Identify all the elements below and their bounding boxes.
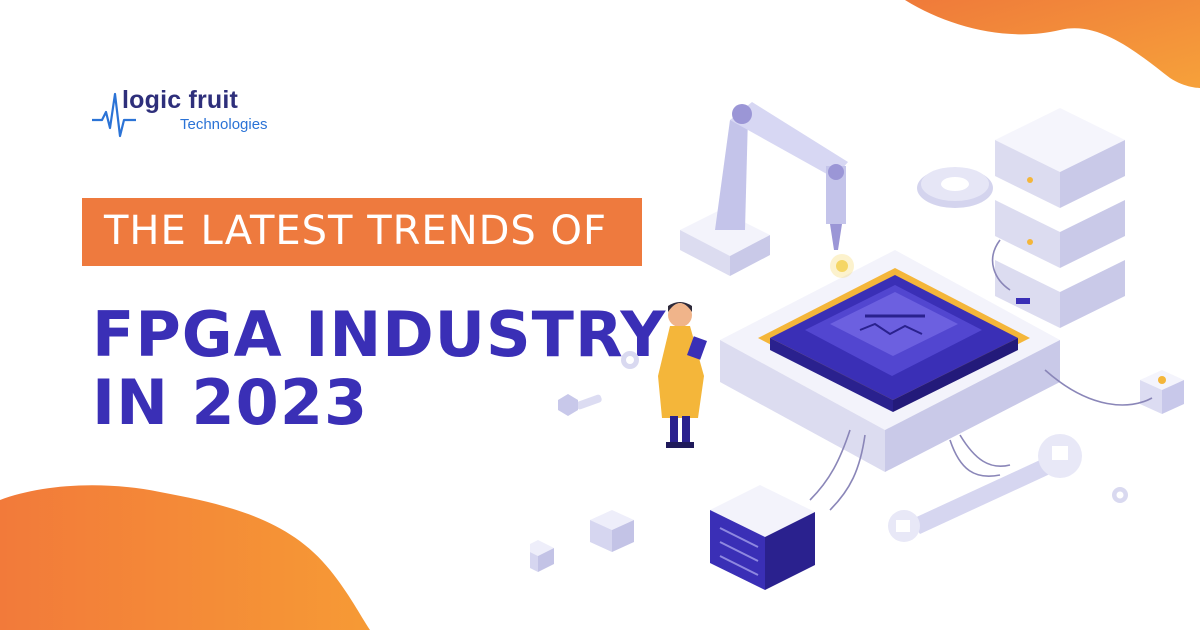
title-banner: THE LATEST TRENDS OF <box>82 198 642 266</box>
wrench-icon <box>888 434 1082 542</box>
logo-subtitle: Technologies <box>180 116 268 133</box>
top-right-blob <box>905 0 1200 88</box>
headline-line-2: IN 2023 <box>92 366 369 439</box>
small-cube-right-icon <box>1140 370 1184 414</box>
robotic-arm <box>680 102 848 276</box>
cables <box>809 239 1153 511</box>
logo-name: logic fruit <box>122 86 239 114</box>
storage-box <box>710 485 815 590</box>
engineer-figure <box>658 302 707 448</box>
heartbeat-wave-icon <box>92 92 136 138</box>
cube-icon <box>530 540 554 572</box>
fpga-isometric-illustration <box>530 102 1184 590</box>
bolt-icon <box>558 394 602 416</box>
company-logo: logic fruit Technologies <box>92 86 322 146</box>
bottom-left-blob <box>0 485 370 630</box>
gear-icon <box>917 167 993 208</box>
headline-line-1: FPGA INDUSTRY <box>92 298 667 371</box>
server-rack <box>995 108 1125 328</box>
fpga-chip <box>770 275 1018 412</box>
cube-icon <box>590 510 634 552</box>
banner-text: THE LATEST TRENDS OF <box>104 208 608 254</box>
